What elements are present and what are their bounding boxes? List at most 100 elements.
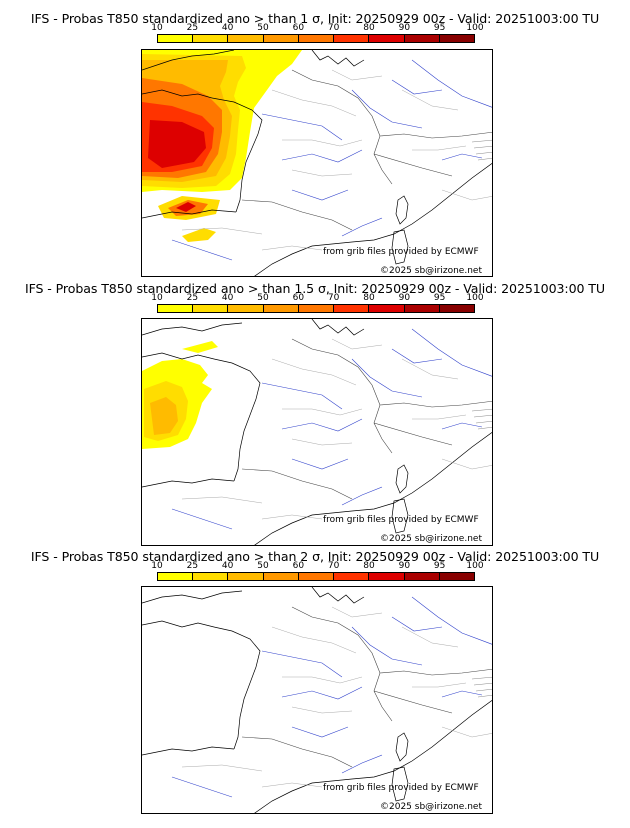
coastline-iberia-north xyxy=(142,746,235,756)
colorbar-swatch xyxy=(439,35,474,42)
colorbar-tick-label: 60 xyxy=(292,293,305,303)
colorbar-labels: 10 25 40 50 60 70 80 90 95 100 xyxy=(151,23,483,34)
copyright-credit: ©2025 sb@irizone.net xyxy=(380,802,482,812)
source-credit: from grib files provided by ECMWF xyxy=(323,247,479,257)
coastline-france-atlantic xyxy=(213,358,261,482)
colorbar-tick-label: 90 xyxy=(398,293,411,303)
colorbar-swatch xyxy=(404,573,440,580)
alpine-region-lines xyxy=(471,139,492,161)
colorbar-swatch xyxy=(263,573,299,580)
colorbar-labels: 10 25 40 50 60 70 80 90 95 100 xyxy=(151,561,483,572)
probability-colorbar: 10 25 40 50 60 70 80 90 95 100 xyxy=(151,23,484,45)
coastline-netherlands xyxy=(311,319,365,336)
colorbar-tick-label: 60 xyxy=(292,561,305,571)
prob-area-80 xyxy=(148,120,206,168)
rivers xyxy=(171,596,492,798)
source-credit: from grib files provided by ECMWF xyxy=(323,783,479,793)
colorbar-tick-label: 50 xyxy=(257,561,269,571)
colorbar-tick-label: 90 xyxy=(398,23,411,33)
colorbar-tick-label: 60 xyxy=(292,23,305,33)
colorbar-tick-label: 25 xyxy=(186,23,199,33)
regional-borders xyxy=(181,606,492,788)
colorbar-tick-label: 50 xyxy=(257,293,269,303)
colorbar-tick-label: 70 xyxy=(327,561,340,571)
colorbar-swatch xyxy=(263,305,299,312)
regional-borders xyxy=(181,69,492,251)
copyright-credit: ©2025 sb@irizone.net xyxy=(380,266,482,276)
colorbar-tick-label: 95 xyxy=(433,23,446,33)
colorbar-tick-label: 10 xyxy=(151,561,163,571)
colorbar-swatch xyxy=(228,305,264,312)
coastline-mediterranean xyxy=(254,700,492,813)
coastline-iberia-north xyxy=(142,209,237,219)
colorbar-swatches xyxy=(157,572,475,581)
colorbar-swatch xyxy=(228,573,264,580)
colorbar-swatch xyxy=(369,35,405,42)
colorbar-swatch xyxy=(439,305,474,312)
colorbar-tick-label: 80 xyxy=(363,561,375,571)
alpine-region-lines xyxy=(471,408,492,430)
colorbar-tick-label: 70 xyxy=(327,293,340,303)
coastline-uk xyxy=(142,322,243,360)
colorbar-tick-label: 10 xyxy=(151,23,163,33)
biscay-patch-80 xyxy=(176,202,196,212)
colorbar-tick-label: 70 xyxy=(327,23,340,33)
coastline-sardinia xyxy=(391,498,409,534)
colorbar-tick-label: 50 xyxy=(257,23,269,33)
colorbar-swatch xyxy=(193,305,229,312)
colorbar-swatch xyxy=(158,305,194,312)
probability-colorbar: 10 25 40 50 60 70 80 90 95 100 xyxy=(151,293,484,315)
country-borders xyxy=(241,606,492,768)
colorbar-tick-label: 95 xyxy=(433,561,446,571)
colorbar-tick-label: 95 xyxy=(433,293,446,303)
colorbar-tick-label: 90 xyxy=(398,561,411,571)
colorbar-swatch xyxy=(369,305,405,312)
colorbar-tick-label: 80 xyxy=(363,23,375,33)
country-borders xyxy=(241,69,492,231)
coastline-france-atlantic xyxy=(213,626,261,750)
source-credit: from grib files provided by ECMWF xyxy=(323,515,479,525)
coastline-mediterranean xyxy=(254,432,492,545)
colorbar-swatch xyxy=(404,35,440,42)
rivers xyxy=(171,59,492,261)
colorbar-swatch xyxy=(158,573,194,580)
colorbar-swatch xyxy=(334,35,370,42)
colorbar-swatches xyxy=(157,304,475,313)
channel-patch-10 xyxy=(182,341,218,353)
map-drawing xyxy=(142,587,492,813)
colorbar-swatch xyxy=(263,35,299,42)
colorbar-tick-label: 100 xyxy=(466,293,484,303)
coastline-france-atlantic xyxy=(211,97,263,213)
colorbar-swatch xyxy=(298,573,335,580)
coastline-corsica xyxy=(395,732,409,762)
colorbar-swatch xyxy=(404,305,440,312)
coastline-iberia-north xyxy=(142,478,235,488)
map-1sigma: from grib files provided by ECMWF ©2025 … xyxy=(141,49,493,277)
alpine-region-lines xyxy=(471,676,492,698)
map-drawing xyxy=(142,319,492,545)
coastline-netherlands xyxy=(311,587,365,604)
iberia-patch-25 xyxy=(182,228,216,242)
regional-borders xyxy=(181,338,492,520)
coastline-sardinia xyxy=(391,766,409,802)
colorbar-tick-label: 40 xyxy=(221,23,234,33)
map-2sigma: from grib files provided by ECMWF ©2025 … xyxy=(141,586,493,814)
rivers xyxy=(171,328,492,530)
coastline-uk xyxy=(142,590,243,628)
colorbar-tick-label: 80 xyxy=(363,293,375,303)
country-borders xyxy=(241,338,492,500)
prob-area-40 xyxy=(150,397,178,435)
colorbar-swatch xyxy=(193,35,229,42)
colorbar-swatch xyxy=(158,35,194,42)
colorbar-labels: 10 25 40 50 60 70 80 90 95 100 xyxy=(151,293,483,304)
copyright-credit: ©2025 sb@irizone.net xyxy=(380,534,482,544)
coastline-corsica xyxy=(395,195,409,225)
colorbar-tick-label: 40 xyxy=(221,561,234,571)
probability-colorbar: 10 25 40 50 60 70 80 90 95 100 xyxy=(151,561,484,583)
colorbar-swatch xyxy=(228,35,264,42)
colorbar-swatch xyxy=(298,35,335,42)
colorbar-swatch xyxy=(439,573,474,580)
map-drawing xyxy=(142,50,492,276)
panel-title: IFS - Probas T850 standardized ano > tha… xyxy=(24,281,606,296)
colorbar-tick-label: 25 xyxy=(186,293,199,303)
